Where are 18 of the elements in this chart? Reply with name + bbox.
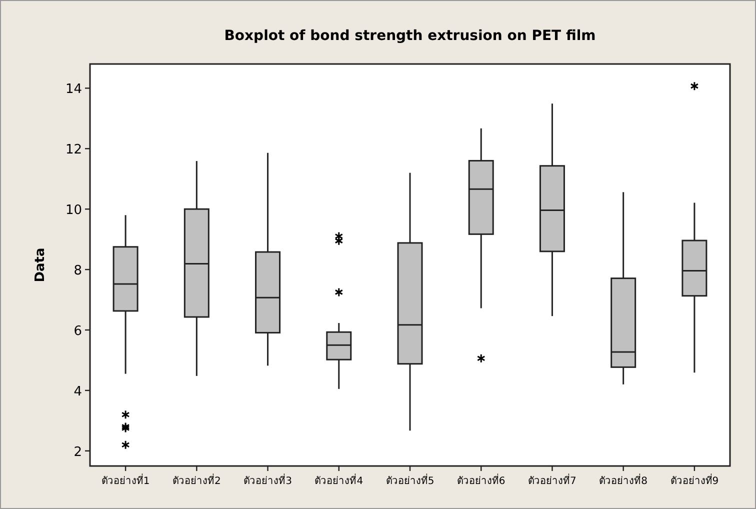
x-tick-label: ตัวอย่างที่9 — [670, 473, 719, 487]
y-tick-label: 10 — [65, 203, 82, 218]
x-tick-label: ตัวอย่างที่8 — [599, 473, 648, 487]
x-tick-label: ตัวอย่างที่1 — [101, 473, 150, 487]
x-tick-label: ตัวอย่างที่7 — [528, 473, 576, 487]
x-tick-label: ตัวอย่างที่4 — [314, 473, 364, 487]
y-tick-label: 6 — [74, 324, 82, 339]
x-tick-label: ตัวอย่างที่5 — [386, 473, 434, 487]
chart-title: Boxplot of bond strength extrusion on PET film — [224, 28, 596, 44]
y-tick-label: 14 — [65, 82, 82, 98]
x-tick-label: ตัวอย่างที่3 — [244, 473, 292, 487]
y-axis-title: Data — [33, 248, 48, 282]
x-tick-label: ตัวอย่างที่2 — [172, 473, 221, 487]
y-tick-label: 8 — [74, 264, 82, 279]
y-tick-label: 2 — [74, 444, 82, 460]
y-tick-label: 4 — [74, 384, 82, 400]
x-tick-label: ตัวอย่างที่6 — [456, 473, 506, 487]
y-tick-label: 12 — [65, 142, 82, 158]
